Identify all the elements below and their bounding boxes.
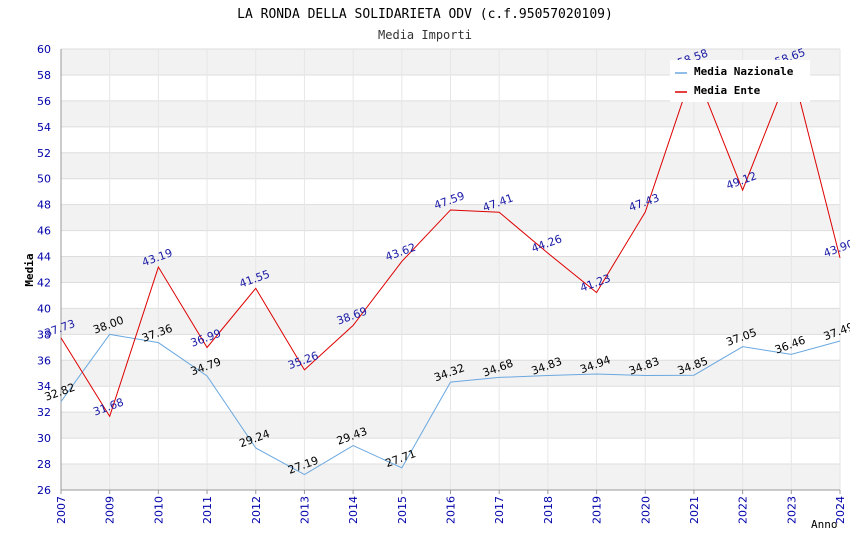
y-tick-label: 44 [37,251,51,264]
legend-label-media-ente: Media Ente [694,84,761,97]
y-tick-label: 56 [37,95,51,108]
series [60,64,841,476]
y-tick-label: 48 [37,199,51,212]
x-tick-label: 2007 [55,496,68,524]
x-tick-label: 2012 [250,496,263,524]
y-tick-label: 52 [37,147,51,160]
x-tick-label: 2023 [785,496,798,524]
x-tick-label: 2013 [298,496,311,524]
y-tick-label: 36 [37,354,51,367]
y-tick-label: 32 [37,406,51,419]
x-tick-label: 2019 [591,496,604,524]
y-tick-label: 54 [37,121,51,134]
x-tick-label: 2010 [152,496,165,524]
chart-subtitle: Media Importi [378,28,472,42]
y-tick-label: 58 [37,69,51,82]
x-tick-label: 2021 [688,496,701,524]
y-tick-label: 50 [37,173,51,186]
y-tick-label: 46 [37,225,51,238]
y-tick-label: 38 [37,328,51,341]
x-tick-label: 2024 [834,496,847,524]
y-tick-label: 30 [37,432,51,445]
x-tick-label: 2016 [445,496,458,524]
series-line-media-nazionale [60,333,841,476]
x-tick-label: 2017 [493,496,506,524]
y-tick-label: 28 [37,458,51,471]
y-tick-label: 26 [37,484,51,497]
x-axis-label: Anno [811,518,838,531]
legend-label-media-nazionale: Media Nazionale [694,65,794,78]
y-axis-label: Media [23,253,36,286]
x-tick-label: 2018 [542,496,555,524]
x-tick-label: 2014 [347,496,360,524]
y-tick-label: 42 [37,276,51,289]
x-tick-label: 2020 [639,496,652,524]
x-tick-label: 2009 [104,496,117,524]
y-tick-label: 60 [37,43,51,56]
legend: Media Nazionale Media Ente [670,60,810,102]
series-line-media-ente [60,64,841,418]
x-tick-label: 2022 [737,496,750,524]
chart-title: LA RONDA DELLA SOLIDARIETA ODV (c.f.9505… [237,7,613,22]
grid [60,48,841,491]
x-tick-label: 2011 [201,496,214,524]
y-tick-label: 34 [37,380,51,393]
axes: 26 28 30 32 34 36 38 40 42 44 46 48 50 52 54 56 58 60 2007… [37,43,847,524]
x-tick-label: 2015 [396,496,409,524]
y-tick-label: 40 [37,302,51,315]
legend-background [670,60,810,102]
